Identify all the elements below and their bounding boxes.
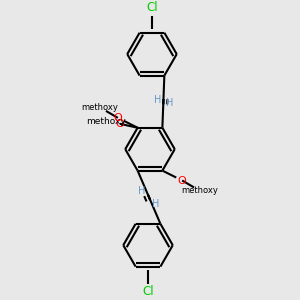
Text: methoxy: methoxy bbox=[82, 103, 118, 112]
Text: H: H bbox=[154, 95, 161, 105]
Text: O: O bbox=[178, 176, 187, 185]
Text: H: H bbox=[152, 199, 160, 209]
Text: O: O bbox=[113, 113, 122, 123]
Text: Cl: Cl bbox=[146, 1, 158, 14]
Text: H: H bbox=[166, 98, 173, 108]
Text: Cl: Cl bbox=[142, 285, 154, 298]
Text: methoxy: methoxy bbox=[86, 117, 126, 126]
Text: methoxy: methoxy bbox=[182, 186, 218, 195]
Text: O: O bbox=[116, 119, 124, 129]
Text: H: H bbox=[138, 186, 146, 196]
